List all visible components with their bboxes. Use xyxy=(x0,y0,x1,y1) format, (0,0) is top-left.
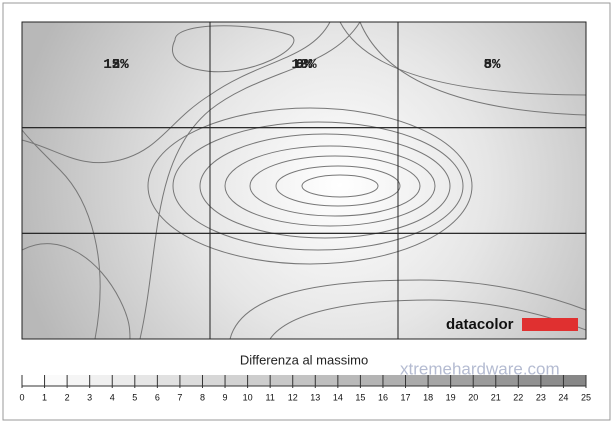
plot-area xyxy=(22,22,586,339)
tick-label: 1 xyxy=(42,392,47,402)
tick-label: 22 xyxy=(513,392,523,402)
tick-label: 9 xyxy=(223,392,228,402)
cell-label: 0% xyxy=(296,57,313,73)
tick-label: 15 xyxy=(355,392,365,402)
cell-label: 12% xyxy=(103,57,129,73)
colorbar-box xyxy=(428,375,451,386)
cell xyxy=(397,232,587,340)
colorbar-box xyxy=(473,375,496,386)
colorbar-box xyxy=(67,375,90,386)
tick-label: 8 xyxy=(200,392,205,402)
colorbar-box xyxy=(157,375,180,386)
tick-label: 11 xyxy=(265,392,274,402)
cell-label: 5% xyxy=(484,57,501,73)
colorbar-box xyxy=(495,375,519,386)
colorbar-box xyxy=(202,375,226,386)
colorbar-box xyxy=(518,375,541,386)
tick-label: 13 xyxy=(310,392,320,402)
tick-label: 14 xyxy=(333,392,343,402)
tick-label: 20 xyxy=(468,392,478,402)
tick-label: 24 xyxy=(558,392,568,402)
cell-label: 15% xyxy=(103,57,129,73)
tick-label: 25 xyxy=(581,392,591,402)
tick-label: 18 xyxy=(423,392,433,402)
colorbar-box xyxy=(405,375,429,386)
tick-label: 19 xyxy=(446,392,456,402)
colorbar-box xyxy=(225,375,248,386)
cell-label: 13% xyxy=(291,57,317,73)
tick-label: 21 xyxy=(491,392,501,402)
tick-label: 17 xyxy=(401,392,411,402)
cell-label: 8% xyxy=(484,57,501,73)
colorbar-box xyxy=(382,375,406,386)
tick-label: 10 xyxy=(243,392,253,402)
colorbar-box xyxy=(540,375,564,386)
colorbar-box xyxy=(315,375,338,386)
colorbar-box xyxy=(179,375,203,386)
cell-label: 3% xyxy=(484,57,501,73)
colorbar-box xyxy=(89,375,113,386)
colorbar-title: Differenza al massimo xyxy=(240,352,368,367)
tick-label: 12 xyxy=(288,392,298,402)
colorbar-box xyxy=(337,375,361,386)
tick-label: 2 xyxy=(65,392,70,402)
watermark: xtremehardware.com xyxy=(400,359,560,378)
colorbar-box xyxy=(292,375,316,386)
colorbar-box xyxy=(44,375,68,386)
cell-label: 8% xyxy=(296,57,313,73)
logo-bar xyxy=(522,318,578,331)
tick-label: 3 xyxy=(87,392,92,402)
cell-label: 13% xyxy=(103,57,129,73)
logo: datacolor xyxy=(446,316,514,333)
tick-label: 4 xyxy=(110,392,115,402)
colorbar-box xyxy=(270,375,293,386)
tick-label: 7 xyxy=(177,392,182,402)
colorbar-box xyxy=(247,375,271,386)
colorbar-box xyxy=(450,375,474,386)
tick-label: 6 xyxy=(155,392,160,402)
tick-label: 0 xyxy=(19,392,24,402)
colorbar-box xyxy=(360,375,383,386)
colorbar-box xyxy=(563,375,586,386)
tick-label: 23 xyxy=(536,392,546,402)
tick-label: 16 xyxy=(378,392,388,402)
tick-label: 5 xyxy=(132,392,137,402)
colorbar-box xyxy=(134,375,158,386)
colorbar-box xyxy=(112,375,135,386)
colorbar-box xyxy=(22,375,45,386)
